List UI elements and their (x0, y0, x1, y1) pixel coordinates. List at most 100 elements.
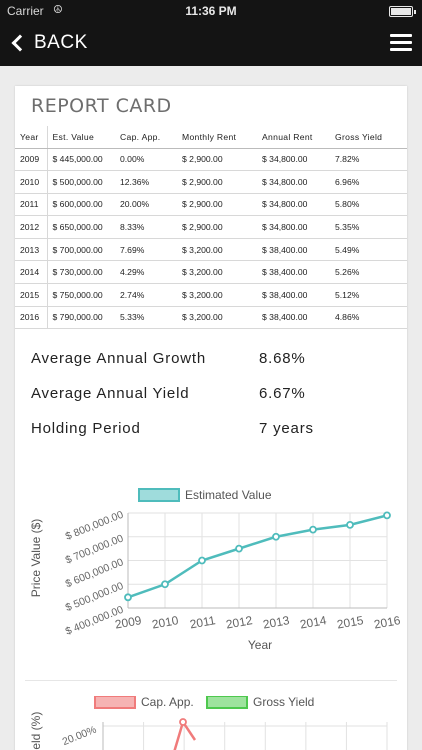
table-cell: $ 38,400.00 (257, 306, 330, 330)
table-cell: 5.49% (330, 238, 407, 262)
table-cell: 2009 (15, 148, 48, 172)
table-cell: $ 3,200.00 (177, 260, 257, 285)
legend-swatch-estimated-value (138, 488, 180, 502)
table-cell: 2014 (15, 260, 48, 285)
battery-icon (389, 6, 416, 17)
data-point (235, 544, 243, 553)
table-cell: 5.26% (330, 260, 407, 285)
data-point (309, 525, 317, 534)
stat-value: 8.68% (259, 350, 306, 367)
table-cell: $ 2,900.00 (177, 170, 257, 194)
x-tick-label: 2014 (299, 613, 328, 631)
table-cell: $ 34,800.00 (257, 148, 330, 172)
table-header: Year Est. Value Cap. App. Monthly Rent Annua… (15, 126, 407, 149)
table-row: 2009 $ 445,000.00 0.00% $ 2,900.00 $ 34,800.… (15, 148, 407, 172)
table-cell: 2015 (15, 283, 48, 307)
table-cell: $ 500,000.00 (47, 170, 115, 194)
legend-swatch-cap-app (94, 696, 136, 709)
data-point (179, 718, 187, 726)
table-cell: $ 2,900.00 (177, 215, 257, 239)
column-header: Monthly Rent (177, 126, 257, 149)
wifi-icon: ☮ (53, 4, 63, 16)
table-cell: $ 3,200.00 (177, 238, 257, 262)
x-tick-label: 2011 (189, 613, 217, 631)
navigation-bar: Carrier ☮ 11:36 PM BACK (0, 0, 422, 66)
table-cell: $ 790,000.00 (47, 306, 115, 330)
divider (25, 680, 397, 681)
chevron-left-icon (11, 34, 29, 52)
x-tick-label: 2016 (373, 613, 402, 631)
carrier-label: Carrier (7, 4, 44, 18)
report-card: REPORT CARD Year Est. Value Cap. App. Month… (15, 86, 407, 750)
table-row: 2011 $ 600,000.00 20.00% $ 2,900.00 $ 34,800… (15, 193, 407, 217)
table-row: 2010 $ 500,000.00 12.36% $ 2,900.00 $ 34,800… (15, 170, 407, 194)
table-cell: $ 600,000.00 (47, 193, 115, 217)
data-point (161, 580, 169, 589)
legend-label: Gross Yield (253, 696, 314, 709)
table-cell: $ 750,000.00 (47, 283, 115, 307)
x-tick-label: 2010 (151, 613, 180, 631)
table-cell: 2.74% (115, 283, 177, 307)
y-axis-title: Price Value ($) (29, 519, 43, 597)
legend-swatch-gross-yield (206, 696, 248, 709)
table-cell: 6.96% (330, 170, 407, 194)
table-cell: $ 34,800.00 (257, 170, 330, 194)
table-cell: 5.12% (330, 283, 407, 307)
table-row: 2013 $ 700,000.00 7.69% $ 3,200.00 $ 38,400.… (15, 238, 407, 262)
status-bar: Carrier ☮ 11:36 PM (0, 0, 422, 22)
table-cell: $ 38,400.00 (257, 283, 330, 307)
table-cell: $ 730,000.00 (47, 260, 115, 285)
table-cell: $ 34,800.00 (257, 193, 330, 217)
table-cell: 0.00% (115, 148, 177, 172)
table-cell: 2011 (15, 193, 48, 217)
table-cell: $ 2,900.00 (177, 148, 257, 172)
table-row: 2014 $ 730,000.00 4.29% $ 3,200.00 $ 38,400.… (15, 260, 407, 285)
table-cell: 2016 (15, 306, 48, 330)
report-table: Year Est. Value Cap. App. Monthly Rent Annua… (15, 126, 407, 330)
table-cell: 2012 (15, 215, 48, 239)
legend-label: Estimated Value (185, 488, 272, 502)
data-point (383, 511, 391, 520)
x-tick-label: 2012 (225, 613, 254, 631)
table-cell: 4.86% (330, 306, 407, 330)
table-cell: $ 650,000.00 (47, 215, 115, 239)
table-cell: $ 2,900.00 (177, 193, 257, 217)
page-title: REPORT CARD (31, 95, 172, 117)
column-header: Cap. App. (115, 126, 177, 149)
x-tick-label: 2015 (336, 613, 365, 631)
hamburger-menu-icon[interactable] (390, 34, 412, 52)
table-row: 2016 $ 790,000.00 5.33% $ 3,200.00 $ 38,400.… (15, 306, 407, 330)
y-tick-label: 20.00% (61, 724, 99, 748)
data-point (346, 520, 354, 529)
back-button[interactable]: BACK (8, 30, 88, 56)
estimated-value-chart: Estimated Value$ 400,000.00$ 500,000.00$… (29, 488, 402, 652)
x-axis-title: Year (248, 638, 272, 652)
y-axis-title: ield (%) (29, 712, 43, 750)
table-cell: 2010 (15, 170, 48, 194)
table-row: 2012 $ 650,000.00 8.33% $ 2,900.00 $ 34,800.… (15, 215, 407, 239)
table-cell: 2013 (15, 238, 48, 262)
data-point (272, 532, 280, 541)
table-cell: 8.33% (115, 215, 177, 239)
back-label: BACK (34, 32, 88, 53)
table-cell: 7.82% (330, 148, 407, 172)
stat-value: 7 years (259, 420, 314, 437)
column-header: Gross Yield (330, 126, 407, 149)
data-point (124, 593, 132, 602)
x-tick-label: 2009 (114, 613, 143, 631)
x-tick-label: 2013 (262, 613, 291, 631)
data-point (198, 556, 206, 565)
table-cell: 7.69% (115, 238, 177, 262)
table-cell: $ 3,200.00 (177, 306, 257, 330)
table-cell: 20.00% (115, 193, 177, 217)
stat-label: Average Annual Yield (31, 385, 190, 402)
series-line-estimated-value (127, 514, 388, 599)
stat-value: 6.67% (259, 385, 306, 402)
table-cell: $ 38,400.00 (257, 260, 330, 285)
clock: 11:36 PM (185, 4, 237, 18)
table-cell: $ 34,800.00 (257, 215, 330, 239)
table-cell: $ 38,400.00 (257, 238, 330, 262)
stat-label: Holding Period (31, 420, 141, 437)
legend-label: Cap. App. (141, 696, 194, 709)
table-cell: $ 3,200.00 (177, 283, 257, 307)
